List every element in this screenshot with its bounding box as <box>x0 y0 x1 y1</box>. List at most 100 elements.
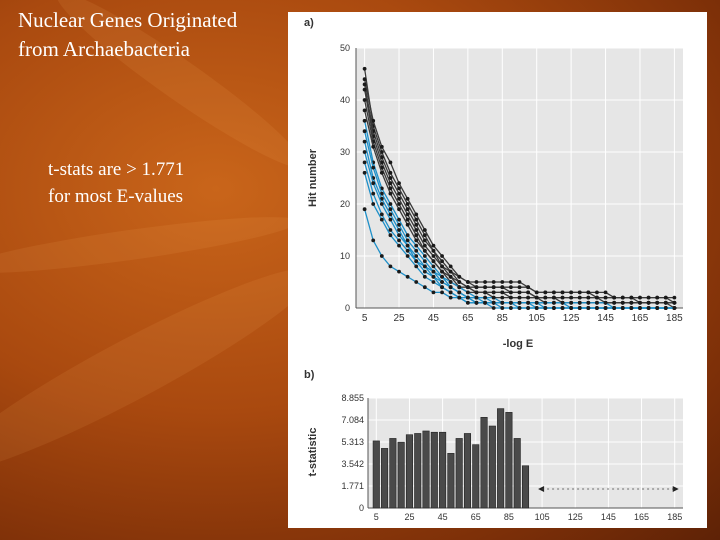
chart-a-data-point <box>663 306 668 310</box>
chart-a-data-point <box>431 248 436 253</box>
chart-a-data-point <box>431 269 436 274</box>
chart-a-data-point <box>440 290 444 295</box>
chart-a-data-point <box>500 280 505 284</box>
chart-a-data-point <box>474 295 479 300</box>
chart-a-data-point <box>517 300 522 305</box>
chart-a-data-point <box>388 170 393 175</box>
chart-a-data-point <box>603 295 608 300</box>
chart-a-data-point <box>362 87 367 92</box>
chart-a-data-point <box>655 295 660 300</box>
chart-a-data-point <box>448 295 453 300</box>
chart-a-data-point <box>414 217 419 222</box>
chart-a-data-point <box>620 306 625 310</box>
chart-b-ytick-label: 1.771 <box>341 481 364 491</box>
chart-a-data-point <box>586 300 591 305</box>
chart-a-data-point <box>534 295 539 300</box>
chart-a-data-point <box>397 238 401 243</box>
chart-a-data-point <box>500 290 505 295</box>
chart-a-data-point <box>440 274 444 279</box>
chart-a-data-point <box>371 165 376 170</box>
chart-b-bar <box>381 448 389 509</box>
chart-a-data-point <box>388 191 393 196</box>
chart-b-xtick-label: 165 <box>634 512 649 522</box>
chart-a-data-point <box>388 217 393 222</box>
chart-b-bar <box>447 453 455 509</box>
chart-a-data-point <box>595 290 599 295</box>
chart-b-bar <box>463 433 472 509</box>
chart-b-xtick-label: 5 <box>374 512 379 522</box>
chart-a-data-point <box>448 274 453 279</box>
chart-a-data-point <box>448 280 453 284</box>
chart-a-data-point <box>620 300 625 305</box>
chart-a-xtick-label: 125 <box>563 313 580 324</box>
chart-a-data-point <box>457 295 462 300</box>
chart-b-bar <box>488 425 496 509</box>
chart-a-data-point <box>491 285 496 290</box>
chart-a-data-point <box>465 290 470 295</box>
chart-a-data-point <box>440 259 444 264</box>
chart-a-data-point <box>397 233 401 238</box>
chart-a-data-point <box>483 280 487 284</box>
chart-a-data-point <box>397 181 401 186</box>
chart-a-data-point <box>517 280 522 284</box>
chart-a-data-point <box>405 238 410 243</box>
chart-a-data-point <box>543 300 548 305</box>
chart-a-data-point <box>431 259 436 264</box>
chart-a-data-point <box>422 228 427 232</box>
chart-a-data-point <box>388 181 393 186</box>
chart-a-data-point <box>629 306 634 310</box>
chart-a-data-point <box>508 285 513 290</box>
chart-a: a) Hit number -log E 5 25 45 65 85 105 125 145 1… <box>304 17 683 350</box>
chart-a-data-point <box>534 306 539 310</box>
chart-a-data-point <box>483 285 487 290</box>
chart-b-xtick-label: 65 <box>471 512 481 522</box>
chart-a-xtick-label: 45 <box>428 313 440 324</box>
chart-a-data-point <box>431 274 436 279</box>
chart-a-data-point <box>560 295 565 300</box>
chart-a-data-point <box>422 285 427 290</box>
chart-a-data-point <box>414 248 419 253</box>
chart-a-data-point <box>517 295 522 300</box>
chart-a-data-point <box>405 222 410 227</box>
chart-a-data-point <box>388 160 393 165</box>
chart-a-data-point <box>379 217 384 222</box>
chart-a-data-point <box>440 285 444 290</box>
chart-a-data-point <box>422 248 427 253</box>
chart-a-data-point <box>414 280 419 284</box>
chart-a-data-point <box>586 306 591 310</box>
chart-a-data-point <box>500 306 505 310</box>
chart-a-data-point <box>595 295 599 300</box>
chart-a-data-point <box>577 290 582 295</box>
chart-a-data-point <box>388 212 393 217</box>
chart-a-panel-label: a) <box>304 17 314 29</box>
chart-a-data-point <box>491 280 496 284</box>
chart-a-xtick-label: 25 <box>393 313 405 324</box>
chart-a-data-point <box>362 207 367 212</box>
chart-a-data-point <box>414 264 419 269</box>
chart-b-bar <box>480 417 488 509</box>
chart-a-data-point <box>379 254 384 258</box>
chart-b-ylabel: t-statistic <box>307 428 319 477</box>
chart-a-data-point <box>500 285 505 290</box>
chart-a-data-point <box>362 129 367 134</box>
chart-a-data-point <box>491 306 496 310</box>
chart-a-data-point <box>405 202 410 206</box>
chart-a-data-point <box>465 280 470 284</box>
chart-b-bar <box>405 434 413 509</box>
chart-a-data-point <box>534 300 539 305</box>
chart-b-bar <box>422 430 430 509</box>
chart-b-bar <box>439 431 447 509</box>
chart-b-bar <box>505 412 513 509</box>
chart-b-bar <box>414 433 422 509</box>
chart-a-data-point <box>371 191 376 196</box>
chart-a-ytick-label: 50 <box>340 43 350 53</box>
chart-a-data-point <box>397 196 401 201</box>
chart-a-data-point <box>534 290 539 295</box>
chart-a-data-point <box>552 290 556 295</box>
chart-b-xtick-label: 85 <box>504 512 514 522</box>
chart-a-data-point <box>388 186 393 191</box>
chart-a-data-point <box>379 202 384 206</box>
chart-a-data-point <box>405 274 410 279</box>
chart-a-data-point <box>526 290 531 295</box>
chart-a-xtick-label: 5 <box>362 313 368 324</box>
